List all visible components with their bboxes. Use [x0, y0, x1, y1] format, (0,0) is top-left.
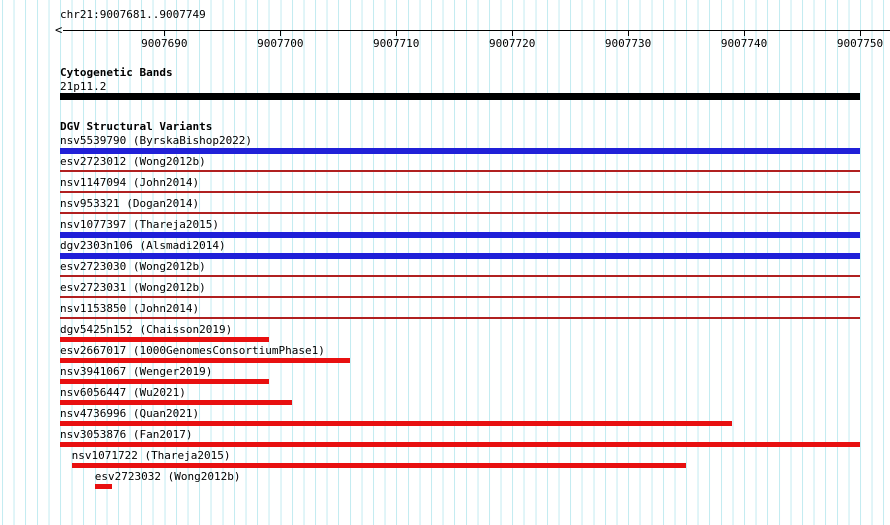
variant-bar[interactable] [60, 421, 733, 426]
variant-bar[interactable] [60, 379, 269, 384]
ruler-tick [164, 31, 166, 36]
variant-label[interactable]: dgv2303n106 (Alsmadi2014) [60, 239, 226, 252]
variant-label[interactable]: dgv5425n152 (Chaisson2019) [60, 323, 233, 336]
variant-bar[interactable] [60, 191, 860, 193]
variant-bar[interactable] [60, 253, 860, 259]
ruler-tick [860, 31, 861, 36]
ruler-tick-label: 9007720 [488, 37, 536, 50]
variant-label[interactable]: nsv6056447 (Wu2021) [60, 386, 186, 399]
variant-bar[interactable] [60, 400, 292, 405]
variant-bar[interactable] [60, 148, 860, 154]
region-label: chr21:9007681..9007749 [60, 8, 206, 21]
variant-bar[interactable] [60, 296, 860, 298]
variant-bar[interactable] [60, 337, 269, 342]
ruler-tick-label: 9007730 [604, 37, 652, 50]
coordinate-ruler-line [63, 30, 890, 31]
variant-label[interactable]: nsv3053876 (Fan2017) [60, 428, 193, 441]
ruler-tick [512, 31, 514, 36]
variant-label[interactable]: esv2667017 (1000GenomesConsortiumPhase1) [60, 344, 325, 357]
variant-label[interactable]: nsv1077397 (Thareja2015) [60, 218, 219, 231]
ruler-tick [396, 31, 398, 36]
variant-label[interactable]: nsv4736996 (Quan2021) [60, 407, 200, 420]
ruler-tick [744, 31, 746, 36]
ruler-tick-label: 9007700 [257, 37, 304, 50]
variant-bar[interactable] [71, 463, 687, 468]
variant-bar[interactable] [60, 232, 860, 238]
variant-label[interactable]: esv2723032 (Wong2012b) [94, 470, 241, 483]
variant-bar[interactable] [60, 442, 860, 447]
variant-bar[interactable] [60, 317, 860, 319]
cytoband-bar[interactable] [60, 93, 860, 100]
cytobands-track-title: Cytogenetic Bands [60, 66, 173, 79]
variant-label[interactable]: nsv5539790 (ByrskaBishop2022) [60, 134, 253, 147]
ruler-tick [280, 31, 282, 36]
ruler-tick-label: 9007750 [836, 37, 884, 50]
variant-label[interactable]: esv2723030 (Wong2012b) [60, 260, 206, 273]
variant-label[interactable]: nsv3941067 (Wenger2019) [60, 365, 213, 378]
variant-label[interactable]: nsv1147094 (John2014) [60, 176, 200, 189]
variant-bar[interactable] [60, 275, 860, 277]
variant-bar[interactable] [60, 358, 350, 363]
variant-bar[interactable] [60, 170, 860, 172]
variant-bar[interactable] [94, 484, 113, 489]
variant-bar[interactable] [60, 212, 860, 214]
ruler-tick-label: 9007690 [141, 37, 188, 50]
variant-label[interactable]: nsv1153850 (John2014) [60, 302, 200, 315]
ruler-tick [628, 31, 630, 36]
dgv-track-title: DGV Structural Variants [60, 120, 213, 133]
ruler-left-arrow-icon: < [55, 23, 63, 37]
variant-label[interactable]: esv2723031 (Wong2012b) [60, 281, 206, 294]
variant-label[interactable]: nsv1071722 (Thareja2015) [71, 449, 231, 462]
variant-label[interactable]: nsv953321 (Dogan2014) [60, 197, 200, 210]
cytoband-name: 21p11.2 [60, 80, 107, 93]
ruler-tick-label: 9007710 [373, 37, 420, 50]
ruler-tick-label: 9007740 [720, 37, 768, 50]
variant-label[interactable]: esv2723012 (Wong2012b) [60, 155, 206, 168]
